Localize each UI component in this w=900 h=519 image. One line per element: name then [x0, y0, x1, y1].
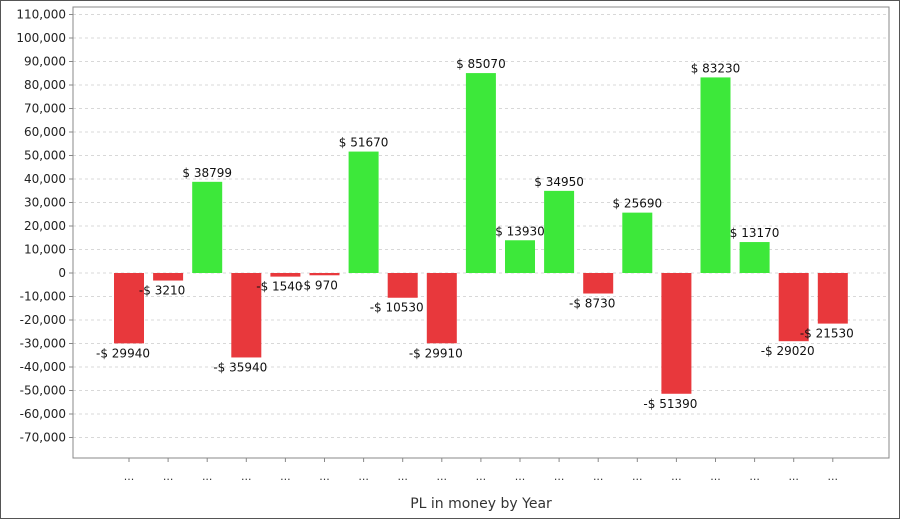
data-label: -$ 35940 [213, 360, 267, 374]
data-label: $ 25690 [612, 197, 662, 211]
data-label: -$ 21530 [800, 327, 854, 341]
category-label: ... [671, 470, 682, 483]
category-labels: ........................................… [124, 470, 838, 483]
y-tick-label: -50,000 [20, 384, 66, 398]
bar [465, 73, 496, 273]
data-label: $ 83230 [691, 61, 741, 75]
y-tick-label: -10,000 [20, 290, 66, 304]
bar [544, 190, 575, 273]
data-label: -$ 1540 [256, 280, 302, 294]
bar [231, 273, 262, 358]
bar [661, 273, 692, 394]
y-tick-label: 80,000 [24, 78, 66, 92]
bar [270, 273, 301, 277]
data-label: -$ 29910 [409, 346, 463, 360]
y-tick-label: 70,000 [24, 102, 66, 116]
category-label: ... [358, 470, 369, 483]
y-tick-label: -30,000 [20, 337, 66, 351]
bar [192, 181, 223, 273]
category-label: ... [515, 470, 526, 483]
bar [348, 151, 379, 273]
bar [622, 212, 653, 273]
y-tick-label: 40,000 [24, 172, 66, 186]
bar [114, 273, 144, 344]
category-label: ... [280, 470, 291, 483]
y-tick-label: -20,000 [20, 313, 66, 327]
category-label: ... [124, 470, 135, 483]
category-label: ... [163, 470, 174, 483]
data-label: -$ 970 [299, 278, 338, 292]
y-tick-label: 100,000 [16, 31, 66, 45]
category-label: ... [632, 470, 643, 483]
y-tick-label: -60,000 [20, 407, 66, 421]
y-tick-label: 30,000 [24, 196, 66, 210]
x-axis-title: PL in money by Year [410, 496, 552, 512]
data-label: -$ 10530 [370, 301, 424, 315]
data-label: -$ 29940 [96, 346, 150, 360]
category-label: ... [397, 470, 408, 483]
category-label: ... [788, 470, 799, 483]
y-tick-label: 90,000 [24, 55, 66, 69]
bar [817, 273, 848, 324]
data-label: $ 13930 [495, 224, 545, 238]
category-label: ... [749, 470, 760, 483]
category-label: ... [828, 470, 839, 483]
category-label: ... [554, 470, 565, 483]
y-tick-labels: 110,000 100,000 90,000 80,000 70,000 60,000 50… [16, 8, 66, 445]
data-label: $ 38799 [182, 166, 232, 180]
y-tick-label: 110,000 [16, 8, 66, 22]
bar [700, 77, 731, 273]
y-tick-label: 20,000 [24, 219, 66, 233]
category-label: ... [241, 470, 252, 483]
bar [153, 273, 184, 281]
category-label: ... [437, 470, 448, 483]
data-label: -$ 3210 [139, 284, 185, 298]
axes [69, 6, 890, 462]
category-label: ... [593, 470, 604, 483]
category-label: ... [476, 470, 487, 483]
bar [778, 273, 809, 342]
y-tick-label: 60,000 [24, 125, 66, 139]
bar [505, 240, 535, 273]
data-label: $ 34950 [534, 175, 584, 189]
y-tick-label: 50,000 [24, 149, 66, 163]
data-labels: -$ 29940-$ 3210$ 38799-$ 35940-$ 1540-$ … [96, 57, 854, 411]
data-label: $ 51670 [339, 136, 389, 150]
category-label: ... [319, 470, 330, 483]
bars [114, 73, 848, 394]
bar [739, 242, 770, 273]
bar [309, 273, 340, 276]
category-label: ... [710, 470, 721, 483]
data-label: -$ 51390 [643, 397, 697, 411]
y-tick-label: 10,000 [24, 243, 66, 257]
bar [387, 273, 418, 298]
data-label: -$ 8730 [569, 297, 615, 311]
y-tick-label: -40,000 [20, 360, 66, 374]
data-label: $ 13170 [730, 226, 780, 240]
y-tick-label: -70,000 [20, 431, 66, 445]
data-label: -$ 29020 [761, 344, 815, 358]
data-label: $ 85070 [456, 57, 506, 71]
y-tick-label: 0 [58, 266, 66, 280]
category-label: ... [202, 470, 213, 483]
bar [583, 273, 614, 294]
bar [426, 273, 457, 344]
